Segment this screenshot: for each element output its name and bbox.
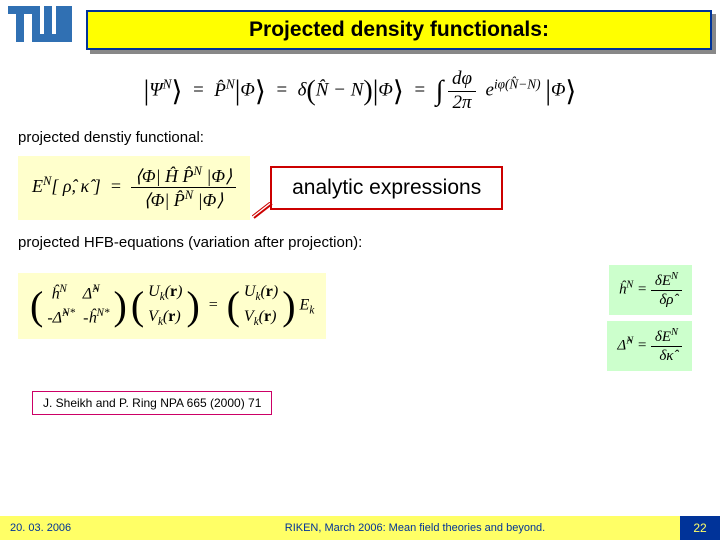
equation-delta-derivative: Δ̂N = δENδκ̂ <box>607 321 692 371</box>
reference-citation: J. Sheikh and P. Ring NPA 665 (2000) 71 <box>32 391 272 415</box>
tum-logo <box>8 6 72 42</box>
equation-h-derivative: ĥN = δENδρ̂ <box>609 265 692 315</box>
equation-hfb-matrix: ( ĥN Δ̂N -Δ̂N* -ĥN* ) ( Uk(r) Vk(r) ) = … <box>18 273 326 339</box>
callout-text: analytic expressions <box>292 176 481 199</box>
callout-tail-icon <box>252 202 274 220</box>
footer-title: RIKEN, March 2006: Mean field theories a… <box>150 522 680 534</box>
footer-bar: 20. 03. 2006 RIKEN, March 2006: Mean fie… <box>0 516 720 540</box>
footer-page-number: 22 <box>680 516 720 540</box>
equation-energy-functional: EN[ ρ̂, κ̂ ] = ⟨Φ| Ĥ P̂N |Φ⟩ ⟨Φ| P̂N |Φ⟩ <box>18 156 250 220</box>
callout-analytic: analytic expressions <box>270 166 503 210</box>
footer-date: 20. 03. 2006 <box>0 522 150 534</box>
page-title: Projected density functionals: <box>249 18 549 41</box>
section-label-functional: projected denstiy functional: <box>18 129 702 146</box>
title-bar: Projected density functionals: <box>86 10 712 50</box>
equation-projection-operator: |ΨN⟩ = P̂N|Φ⟩ = δ(N̂ − N)|Φ⟩ = ∫ dφ2π ei… <box>18 68 702 115</box>
section-label-hfb: projected HFB-equations (variation after… <box>18 234 702 251</box>
